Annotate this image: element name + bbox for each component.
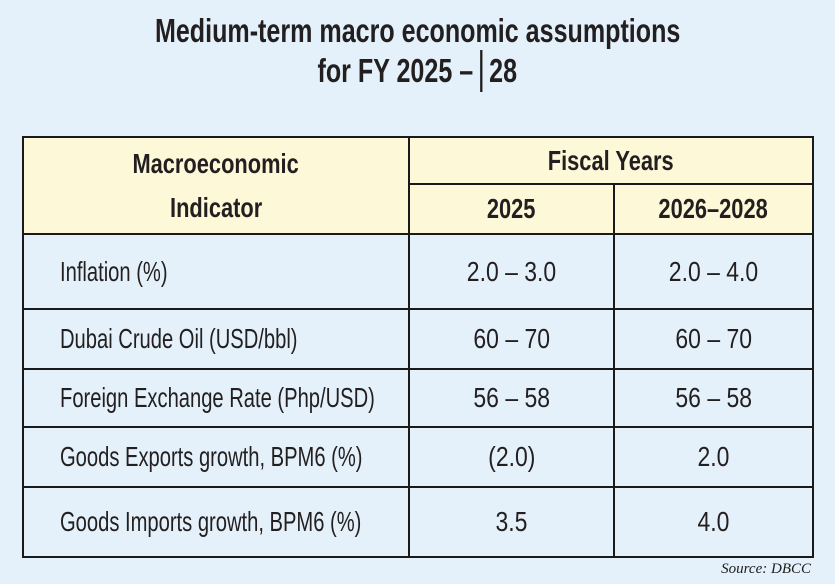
fy2026-2028-cell: 56 – 58 — [613, 368, 814, 428]
header-indicator-line1: Macroeconomic — [132, 147, 300, 179]
header-fy-2026-2028: 2026–2028 — [613, 183, 814, 235]
header-indicator-line2: Indicator — [169, 191, 263, 223]
source-attribution: Source: DBCC — [721, 561, 811, 577]
fy2025-cell: (2.0) — [408, 426, 615, 488]
indicator-cell: Inflation (%) — [22, 233, 410, 310]
page-title: Medium-term macro economic assumptions f… — [0, 12, 835, 92]
fy2025-cell: 2.0 – 3.0 — [408, 233, 615, 310]
fy2025-cell: 3.5 — [408, 486, 615, 558]
page-title-line2-right: 28 — [489, 52, 518, 89]
indicator-cell: Goods Imports growth, BPM6 (%) — [22, 486, 410, 558]
fy2026-2028-cell: 2.0 — [613, 426, 814, 488]
header-fy-2025: 2025 — [408, 183, 615, 235]
header-fiscal-years: Fiscal Years — [408, 136, 814, 185]
table-row-inflation: Inflation (%) 2.0 – 3.0 2.0 – 4.0 — [22, 233, 814, 310]
fy2026-2028-cell: 2.0 – 4.0 — [613, 233, 814, 310]
table-row-dubai-crude-oil: Dubai Crude Oil (USD/bbl) 60 – 70 60 – 7… — [22, 308, 814, 370]
fy2026-2028-cell: 60 – 70 — [613, 308, 814, 370]
text-cursor — [480, 50, 483, 92]
page-title-line1: Medium-term macro economic assumptions — [154, 12, 681, 49]
indicator-cell: Goods Exports growth, BPM6 (%) — [22, 426, 410, 488]
table-row-foreign-exchange-rate: Foreign Exchange Rate (Php/USD) 56 – 58 … — [22, 368, 814, 428]
table-row-goods-exports-growth: Goods Exports growth, BPM6 (%) (2.0) 2.0 — [22, 426, 814, 488]
page-title-line2-left: for FY 2025 – — [317, 52, 474, 89]
fy2025-cell: 56 – 58 — [408, 368, 615, 428]
table-row-goods-imports-growth: Goods Imports growth, BPM6 (%) 3.5 4.0 — [22, 486, 814, 558]
fy2025-cell: 60 – 70 — [408, 308, 615, 370]
assumptions-table: Macroeconomic Indicator Fiscal Years 202… — [22, 136, 814, 558]
fy2026-2028-cell: 4.0 — [613, 486, 814, 558]
indicator-cell: Foreign Exchange Rate (Php/USD) — [22, 368, 410, 428]
indicator-cell: Dubai Crude Oil (USD/bbl) — [22, 308, 410, 370]
header-macroeconomic-indicator: Macroeconomic Indicator — [22, 136, 410, 235]
page-title-line2: for FY 2025 – 28 — [0, 50, 835, 92]
